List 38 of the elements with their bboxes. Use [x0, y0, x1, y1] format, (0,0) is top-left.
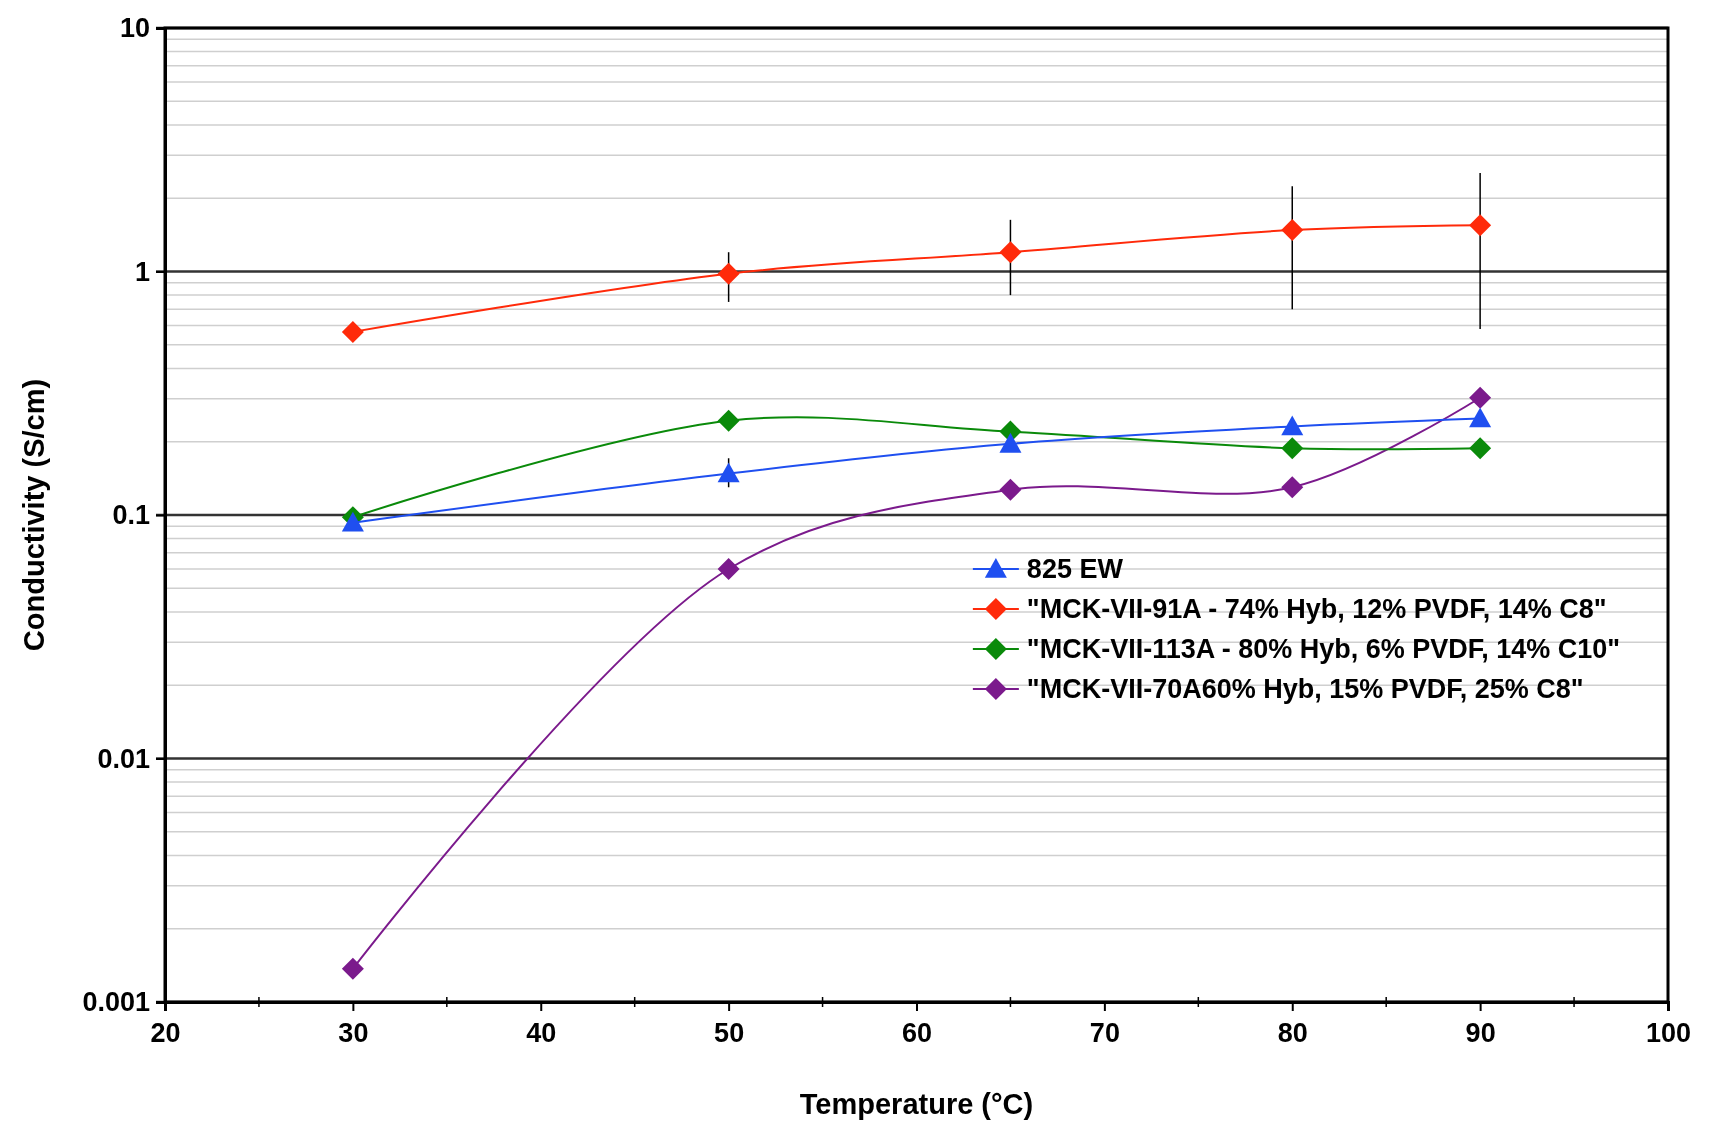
- y-tick-label: 10: [119, 13, 150, 44]
- legend-label: 825 EW: [1026, 554, 1124, 585]
- point: [341, 957, 364, 980]
- legend-label: "MCK-VII-91A - 74% Hyb, 12% PVDF, 14% C8": [1026, 594, 1607, 625]
- point: [717, 462, 740, 483]
- point: [341, 511, 364, 532]
- x-tick-label: 60: [901, 1018, 933, 1049]
- x-tick-label: 90: [1465, 1018, 1496, 1049]
- point: [1281, 415, 1304, 436]
- point: [999, 478, 1022, 501]
- y-tick-label: 0.001: [82, 987, 150, 1018]
- y-axis-title: Conductivity (S/cm): [18, 378, 50, 652]
- point: [999, 432, 1022, 453]
- x-tick-label: 20: [150, 1018, 181, 1049]
- point: [717, 409, 740, 432]
- x-axis-title: Temperature (°C): [799, 1088, 1034, 1120]
- point: [717, 558, 740, 581]
- point: [1469, 407, 1492, 428]
- x-tick-label: 80: [1277, 1018, 1308, 1049]
- legend-label: "MCK-VII-70A60% Hyb, 15% PVDF, 25% C8": [1026, 674, 1584, 705]
- point: [717, 262, 740, 285]
- x-tick-label: 40: [526, 1018, 557, 1049]
- x-tick-label: 100: [1645, 1018, 1692, 1049]
- x-tick-label: 50: [714, 1018, 745, 1049]
- point: [1281, 437, 1304, 460]
- point: [1469, 437, 1492, 460]
- point: [999, 241, 1022, 264]
- x-tick-label: 30: [338, 1018, 369, 1049]
- point: [1469, 214, 1492, 237]
- point: [1281, 219, 1304, 242]
- point: [341, 320, 364, 343]
- y-tick-label: 0.01: [97, 743, 150, 774]
- point: [1281, 476, 1304, 499]
- y-tick-label: 0.1: [112, 500, 150, 531]
- x-tick-label: 70: [1089, 1018, 1120, 1049]
- point: [1469, 386, 1492, 409]
- y-tick-label: 1: [134, 256, 150, 287]
- legend-label: "MCK-VII-113A - 80% Hyb, 6% PVDF, 14% C10": [1026, 634, 1621, 665]
